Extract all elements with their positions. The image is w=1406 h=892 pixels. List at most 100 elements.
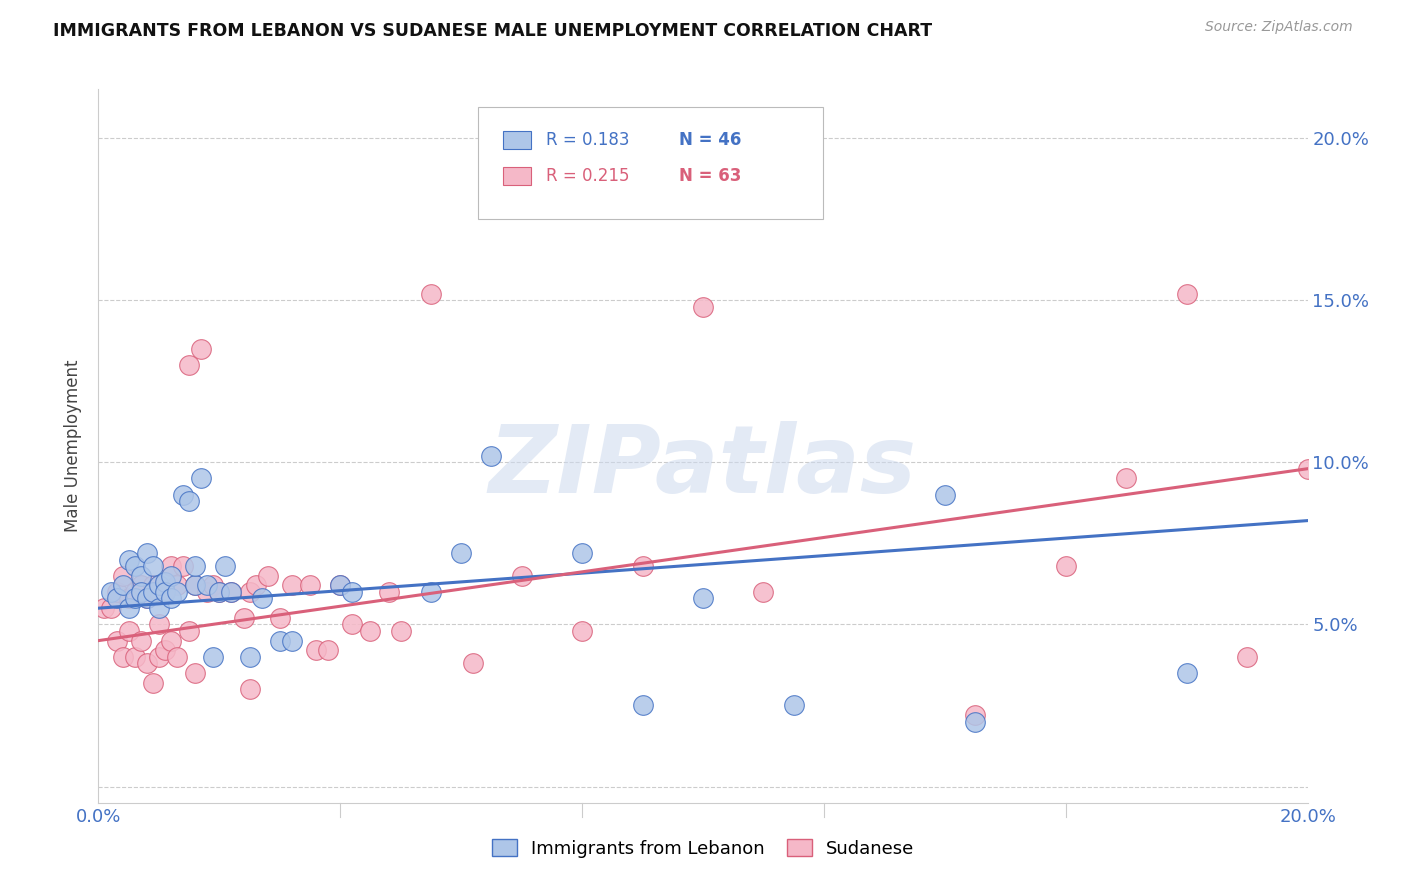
Point: [329, 578, 352, 592]
Point: [1054, 559, 1077, 574]
Point: [420, 585, 443, 599]
Point: [148, 578, 170, 592]
Point: [631, 698, 654, 713]
Point: [153, 585, 176, 599]
Point: [179, 624, 201, 638]
Point: [129, 578, 152, 592]
Point: [1236, 649, 1258, 664]
Point: [135, 546, 157, 560]
Point: [179, 358, 201, 372]
Point: [135, 657, 157, 671]
Point: [160, 633, 183, 648]
Point: [202, 578, 225, 592]
Point: [111, 649, 134, 664]
Point: [269, 633, 291, 648]
Point: [153, 575, 176, 590]
Point: [166, 585, 188, 599]
Legend: Immigrants from Lebanon, Sudanese: Immigrants from Lebanon, Sudanese: [484, 832, 922, 865]
Point: [153, 585, 176, 599]
Point: [184, 578, 207, 592]
Point: [142, 675, 165, 690]
Point: [105, 585, 128, 599]
Point: [360, 624, 382, 638]
Point: [239, 682, 262, 697]
Point: [250, 591, 273, 606]
Point: [202, 649, 225, 664]
Point: [160, 559, 183, 574]
Text: N = 63: N = 63: [679, 167, 741, 185]
Point: [783, 698, 806, 713]
Text: Source: ZipAtlas.com: Source: ZipAtlas.com: [1205, 20, 1353, 34]
Point: [965, 714, 987, 729]
Point: [1115, 471, 1137, 485]
Point: [305, 643, 328, 657]
Point: [135, 591, 157, 606]
Point: [195, 585, 218, 599]
Text: R = 0.183: R = 0.183: [546, 131, 645, 149]
Point: [269, 611, 291, 625]
Text: IMMIGRANTS FROM LEBANON VS SUDANESE MALE UNEMPLOYMENT CORRELATION CHART: IMMIGRANTS FROM LEBANON VS SUDANESE MALE…: [53, 22, 932, 40]
Point: [281, 633, 304, 648]
Point: [148, 649, 170, 664]
Point: [221, 585, 243, 599]
Point: [166, 578, 188, 592]
Point: [124, 559, 146, 574]
Point: [160, 568, 183, 582]
Point: [179, 494, 201, 508]
Point: [184, 666, 207, 681]
Point: [124, 585, 146, 599]
Text: N = 46: N = 46: [679, 131, 741, 149]
Text: ZIPatlas: ZIPatlas: [489, 421, 917, 514]
Point: [1296, 461, 1319, 475]
Point: [118, 591, 141, 606]
Point: [631, 559, 654, 574]
Point: [124, 649, 146, 664]
Point: [299, 578, 322, 592]
Point: [129, 633, 152, 648]
Point: [142, 585, 165, 599]
Point: [118, 624, 141, 638]
Point: [316, 643, 339, 657]
Point: [389, 624, 412, 638]
Point: [100, 601, 122, 615]
Point: [377, 585, 399, 599]
Point: [195, 578, 218, 592]
Point: [135, 591, 157, 606]
Point: [510, 568, 533, 582]
Point: [571, 546, 593, 560]
Point: [256, 568, 278, 582]
Point: [329, 578, 352, 592]
Point: [692, 300, 714, 314]
Point: [172, 559, 194, 574]
Point: [221, 585, 243, 599]
Point: [190, 471, 212, 485]
Point: [281, 578, 304, 592]
Point: [148, 585, 170, 599]
Point: [342, 617, 364, 632]
Point: [184, 578, 207, 592]
Point: [148, 617, 170, 632]
Point: [100, 585, 122, 599]
Point: [208, 585, 231, 599]
Text: R = 0.215: R = 0.215: [546, 167, 645, 185]
Point: [105, 633, 128, 648]
Point: [692, 591, 714, 606]
Point: [232, 611, 254, 625]
Point: [1175, 286, 1198, 301]
Point: [1175, 666, 1198, 681]
Point: [118, 601, 141, 615]
Point: [118, 552, 141, 566]
Point: [124, 591, 146, 606]
Point: [166, 649, 188, 664]
Point: [148, 601, 170, 615]
Point: [481, 449, 503, 463]
Point: [129, 585, 152, 599]
Point: [172, 488, 194, 502]
Point: [93, 601, 115, 615]
Point: [342, 585, 364, 599]
Point: [160, 591, 183, 606]
Point: [965, 708, 987, 723]
Point: [214, 559, 236, 574]
Point: [105, 591, 128, 606]
Point: [111, 578, 134, 592]
